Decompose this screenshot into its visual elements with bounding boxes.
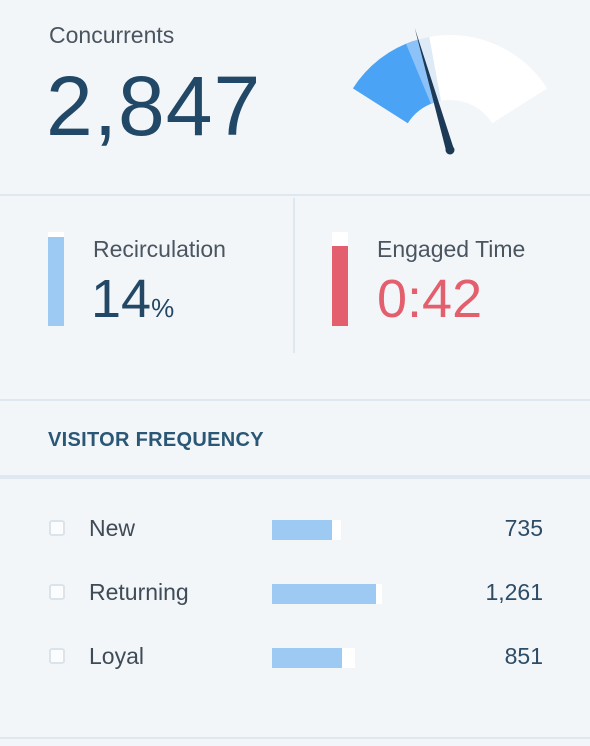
recirculation-metric[interactable]: Recirculation 14% [0,198,295,353]
visitor-frequency-header: VISITOR FREQUENCY [0,403,590,479]
new-label: New [89,515,136,541]
concurrents-panel: Concurrents 2,847 [0,0,590,196]
new-checkbox[interactable] [49,520,65,536]
new-bar [272,520,341,540]
gauge-peak [406,39,437,104]
recirculation-unit: % [151,293,175,323]
list-item-returning[interactable]: Returning 1,261 [0,574,590,614]
returning-checkbox[interactable] [49,584,65,600]
recirculation-value: 14% [91,272,174,326]
returning-label: Returning [89,579,189,605]
engaged-time-bar [332,232,348,326]
visitor-frequency-list: New 735 Returning 1,261 Loyal 851 [0,481,590,739]
new-bar-fill [272,520,332,540]
recirculation-bar-fill [48,236,64,326]
returning-count: 1,261 [485,579,543,605]
loyal-count: 851 [504,643,543,669]
loyal-checkbox[interactable] [49,648,65,664]
returning-bar-fill [272,584,376,604]
loyal-bar-fill [272,648,342,668]
concurrents-gauge [352,27,548,155]
loyal-bar [272,648,355,668]
loyal-label: Loyal [89,643,144,669]
list-item-new[interactable]: New 735 [0,510,590,550]
gauge-needle [414,27,454,152]
recirculation-label: Recirculation [93,236,226,262]
visitor-frequency-title: VISITOR FREQUENCY [48,429,264,451]
engaged-time-label: Engaged Time [377,236,526,262]
recirculation-bar [48,232,64,326]
recirculation-number: 14 [91,269,152,329]
returning-bar [272,584,382,604]
metrics-panel: Recirculation 14% Engaged Time 0:42 [0,198,590,401]
concurrents-value: 2,847 [46,59,262,153]
concurrents-label: Concurrents [49,22,175,48]
list-item-loyal[interactable]: Loyal 851 [0,638,590,678]
engaged-time-value: 0:42 [377,269,483,329]
engaged-time-metric[interactable]: Engaged Time 0:42 [297,198,590,353]
gauge-hub [445,145,455,155]
engaged-time-bar-fill [332,246,348,326]
new-count: 735 [504,515,543,541]
